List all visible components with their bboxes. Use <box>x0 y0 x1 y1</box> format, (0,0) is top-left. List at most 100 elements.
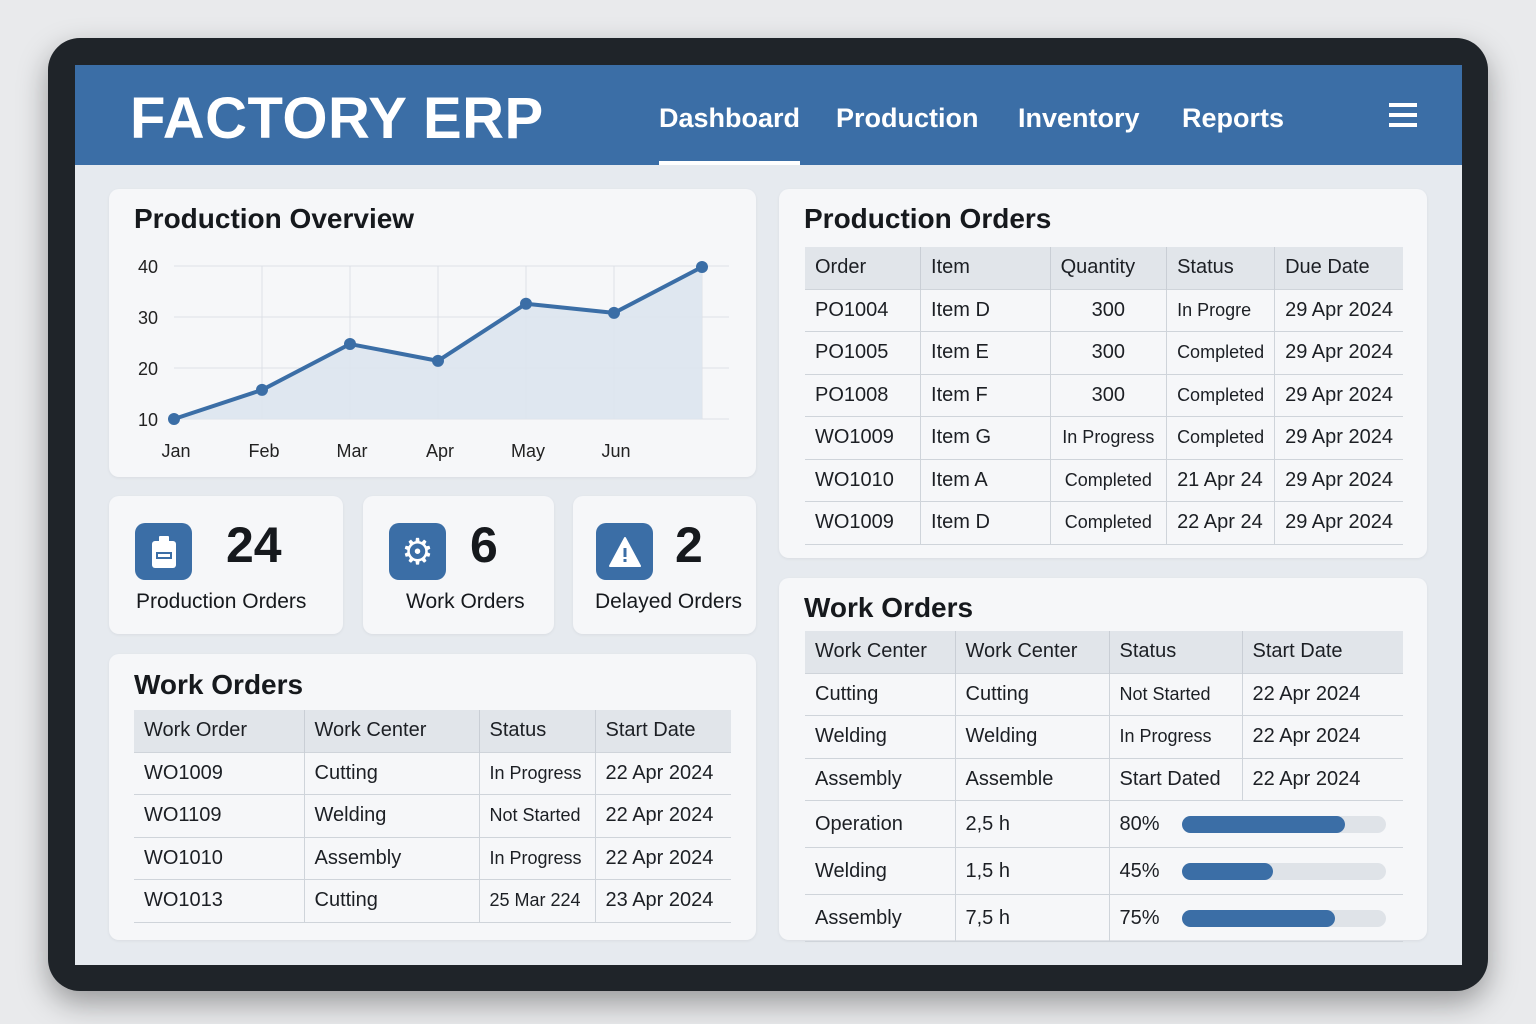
table-cell: WO1009 <box>805 501 922 545</box>
stat-value: 6 <box>470 517 498 573</box>
app-title: FACTORY ERP <box>130 86 544 151</box>
data-point <box>520 297 532 310</box>
x-tick-label: Apr <box>426 441 454 461</box>
table-row[interactable]: Assembly Assemble Start Dated 22 Apr 2024 <box>805 757 1403 801</box>
table-row[interactable]: WO1010 Item A Completed 21 Apr 24 29 Apr 202… <box>805 458 1403 502</box>
overview-title: Production Overview <box>134 203 415 234</box>
operation-hours: 2,5 h <box>955 800 1110 848</box>
column-header[interactable]: Work Center <box>955 631 1110 673</box>
column-header[interactable]: Start Date <box>595 710 731 752</box>
table-cell: 22 Apr 2024 <box>1242 672 1403 716</box>
x-tick-label: May <box>511 441 545 461</box>
table-row[interactable]: WO1009 Item G In Progress Completed 29 Apr 2… <box>805 416 1403 459</box>
operation-name: Operation <box>805 800 956 848</box>
column-header[interactable]: Start Date <box>1242 631 1403 673</box>
production-orders-card: Production Orders Order Item Quantity Statu… <box>779 189 1427 558</box>
progress-percent: 80% <box>1119 812 1160 835</box>
table-cell: Completed <box>1166 331 1276 374</box>
table-cell: 22 Apr 2024 <box>1242 715 1403 758</box>
table-cell: 22 Apr 2024 <box>595 751 731 795</box>
production-chart: 10 20 30 40 Jan Feb Mar Apr May Jun <box>138 257 729 461</box>
table-cell: Completed <box>1166 373 1276 417</box>
table-cell: 29 Apr 2024 <box>1274 501 1403 545</box>
table-row[interactable]: Welding Welding In Progress 22 Apr 2024 <box>805 715 1403 758</box>
column-header[interactable]: Order <box>805 247 922 289</box>
stat-value: 24 <box>226 517 282 573</box>
table-cell: Start Dated <box>1109 757 1243 801</box>
column-header[interactable]: Work Order <box>134 710 305 752</box>
progress-cell: 75% <box>1109 894 1403 942</box>
table-cell: In Progress <box>1109 715 1243 758</box>
nav-production[interactable]: Production <box>836 103 979 133</box>
table-cell: WO1109 <box>134 794 305 837</box>
table-cell: Completed <box>1050 501 1168 545</box>
table-cell: Completed <box>1050 458 1168 502</box>
table-cell: Completed <box>1166 416 1276 459</box>
warning-icon <box>596 523 653 580</box>
table-header-row: Work Center Work Center Status Start Date <box>805 631 1403 673</box>
column-header[interactable]: Work Center <box>805 631 956 673</box>
nav-reports[interactable]: Reports <box>1182 103 1285 133</box>
table-row[interactable]: PO1005 Item E 300 Completed 29 Apr 2024 <box>805 331 1403 374</box>
table-row[interactable]: WO1009 Cutting In Progress 22 Apr 2024 <box>134 751 731 795</box>
x-tick-label: Jun <box>601 441 630 461</box>
area-fill <box>174 267 702 419</box>
progress-row[interactable]: Operation 2,5 h 80% <box>805 800 1403 848</box>
table-cell: 22 Apr 24 <box>1166 501 1276 545</box>
table-cell: 25 Mar 224 <box>479 879 596 923</box>
table-row[interactable]: PO1004 Item D 300 In Progre 29 Apr 2024 <box>805 288 1403 332</box>
table-row[interactable]: WO1013 Cutting 25 Mar 224 23 Apr 2024 <box>134 879 731 923</box>
y-tick-label: 10 <box>138 410 158 430</box>
table-row[interactable]: Cutting Cutting Not Started 22 Apr 2024 <box>805 672 1403 716</box>
hamburger-menu-icon[interactable] <box>1389 103 1417 129</box>
stat-card-work-orders[interactable]: ⚙ 6 Work Orders <box>363 496 554 634</box>
column-header[interactable]: Item <box>920 247 1051 289</box>
work-orders-table: Work Order Work Center Status Start Date WO1… <box>134 710 731 923</box>
progress-row[interactable]: Assembly 7,5 h 75% <box>805 894 1403 942</box>
table-cell: In Progre <box>1166 288 1276 332</box>
table-cell: 300 <box>1050 288 1168 332</box>
stat-label: Work Orders <box>406 590 525 613</box>
progress-bar-fill <box>1181 815 1345 833</box>
column-header[interactable]: Status <box>479 710 596 752</box>
table-cell: 22 Apr 2024 <box>595 836 731 880</box>
stat-card-delayed-orders[interactable]: 2 Delayed Orders <box>573 496 756 634</box>
table-row[interactable]: PO1008 Item F 300 Completed 29 Apr 2024 <box>805 373 1403 417</box>
stat-card-production-orders[interactable]: 24 Production Orders <box>109 496 343 634</box>
progress-row[interactable]: Welding 1,5 h 45% <box>805 847 1403 895</box>
table-cell: Cutting <box>955 672 1110 716</box>
data-point <box>608 306 620 319</box>
table-cell: WO1013 <box>134 879 305 923</box>
data-point <box>256 383 268 396</box>
table-cell: 29 Apr 2024 <box>1274 416 1403 459</box>
work-orders-right-card: Work Orders Work Center Work Center Status… <box>779 578 1427 942</box>
table-cell: In Progress <box>1050 416 1168 459</box>
column-header[interactable]: Status <box>1166 247 1276 289</box>
table-cell: Item F <box>920 373 1051 417</box>
table-row[interactable]: WO1109 Welding Not Started 22 Apr 2024 <box>134 794 731 837</box>
table-cell: 22 Apr 2024 <box>1242 757 1403 801</box>
nav-dashboard[interactable]: Dashboard <box>659 103 801 165</box>
table-row[interactable]: WO1009 Item D Completed 22 Apr 24 29 Apr 202… <box>805 501 1403 545</box>
gear-icon: ⚙ <box>389 523 446 580</box>
clipboard-icon <box>135 523 192 580</box>
column-header[interactable]: Due Date <box>1274 247 1403 289</box>
column-header[interactable]: Work Center <box>304 710 480 752</box>
data-point <box>432 354 444 367</box>
table-cell: Welding <box>304 794 480 837</box>
table-cell: 29 Apr 2024 <box>1274 331 1403 374</box>
table-cell: Welding <box>805 715 956 758</box>
operation-name: Welding <box>805 847 956 895</box>
table-cell: Not Started <box>479 794 596 837</box>
column-header[interactable]: Quantity <box>1050 247 1168 289</box>
table-cell: Item A <box>920 458 1051 502</box>
table-row[interactable]: WO1010 Assembly In Progress 22 Apr 2024 <box>134 836 731 880</box>
table-cell: In Progress <box>479 836 596 880</box>
app-screen: FACTORY ERP Dashboard Production Invento… <box>75 65 1462 965</box>
table-cell: Cutting <box>805 672 956 716</box>
column-header[interactable]: Status <box>1109 631 1243 673</box>
table-cell: Cutting <box>304 879 480 923</box>
data-point <box>696 261 708 274</box>
table-cell: 23 Apr 2024 <box>595 879 731 923</box>
nav-inventory[interactable]: Inventory <box>1018 103 1140 133</box>
